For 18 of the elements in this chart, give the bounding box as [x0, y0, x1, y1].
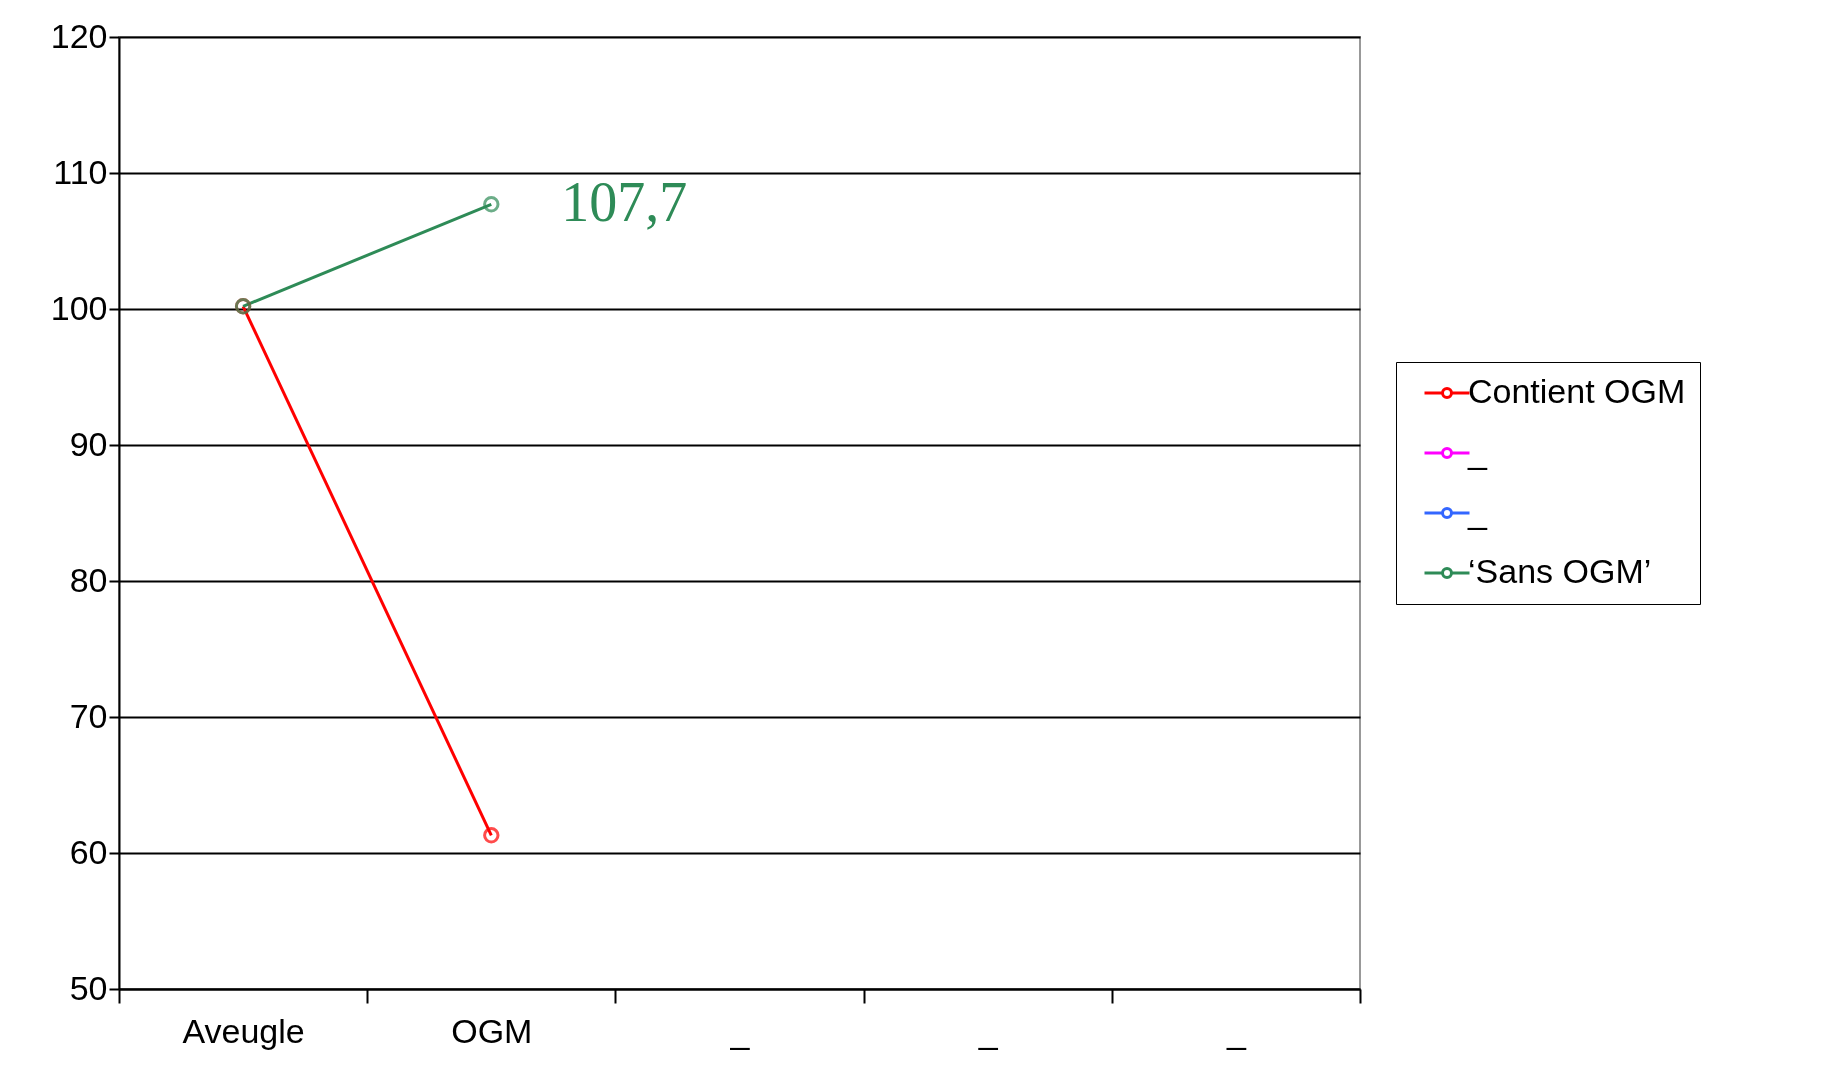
y-tick-label: 120 — [50, 16, 108, 55]
y-tick-label: 90 — [69, 424, 108, 463]
x-tick-label: _ — [1225, 1011, 1247, 1050]
y-tick-label: 50 — [69, 968, 108, 1007]
legend-label: _ — [1467, 432, 1488, 470]
legend-label: Contient OGM — [1468, 372, 1686, 410]
y-tick-label: 60 — [69, 832, 108, 871]
x-tick-label: _ — [729, 1011, 751, 1050]
y-tick-label: 100 — [50, 288, 108, 327]
x-tick-label: OGM — [451, 1011, 533, 1050]
x-tick-label: _ — [977, 1011, 999, 1050]
legend-label: _ — [1467, 492, 1488, 530]
y-tick-label: 110 — [53, 152, 108, 191]
annotation: 107,7 — [561, 171, 688, 234]
y-tick-label: 70 — [69, 696, 108, 735]
x-tick-label: Aveugle — [182, 1011, 305, 1050]
y-tick-label: 80 — [69, 560, 108, 599]
legend-label: ‘Sans OGM’ — [1468, 552, 1652, 590]
